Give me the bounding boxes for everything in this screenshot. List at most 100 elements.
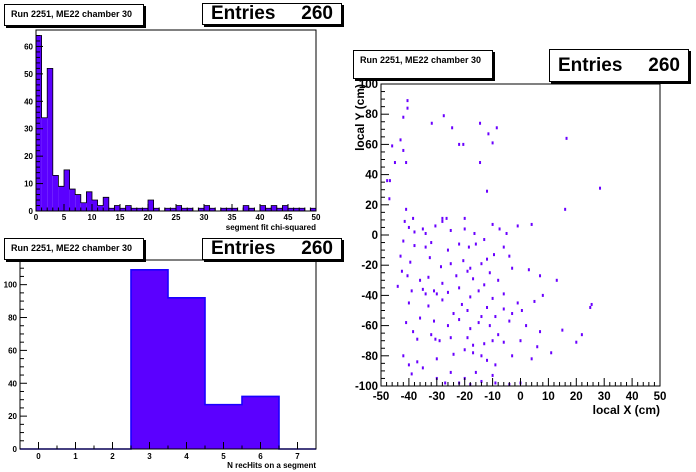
x-tick-label: 25 <box>172 213 181 222</box>
histogram-bar <box>97 205 104 211</box>
scatter-point <box>590 302 593 306</box>
y-tick-label: 20 <box>365 200 378 212</box>
x-tick-label: 4 <box>184 452 189 461</box>
y-tick-label: 0 <box>29 207 34 216</box>
scatter-point <box>533 299 536 303</box>
scatter-point <box>505 231 508 235</box>
x-tick-label: 50 <box>654 391 667 403</box>
scatter-point <box>463 216 466 220</box>
x-tick-label: -30 <box>428 391 445 403</box>
x-tick-label: 15 <box>116 213 125 222</box>
y-tick-label: 60 <box>24 42 33 51</box>
x-axis-label: segment fit chi-squared <box>226 223 316 232</box>
scatter-point <box>491 296 494 300</box>
y-tick-label: -20 <box>361 260 378 272</box>
scatter-point <box>416 337 419 341</box>
histogram-bar <box>75 194 81 211</box>
scatter-point <box>511 354 514 358</box>
scatter-point <box>442 114 445 118</box>
histogram-bar <box>114 205 120 211</box>
scatter-point <box>589 305 592 309</box>
scatter-point <box>561 328 564 332</box>
x-tick-label: 20 <box>570 391 583 403</box>
scatter-point <box>550 351 553 355</box>
scatter-point <box>402 239 405 243</box>
scatter-point <box>511 266 514 270</box>
scatter-point <box>406 274 409 278</box>
scatter-point <box>491 373 494 377</box>
x-tick-label: 3 <box>147 452 152 461</box>
scatter-point <box>466 269 469 273</box>
scatter-point <box>488 271 491 275</box>
stats-box: Entries 260 <box>202 3 342 25</box>
scatter-point <box>430 333 433 337</box>
scatter-point <box>421 287 424 291</box>
scatter-point <box>491 222 494 226</box>
scatter-point <box>469 266 472 270</box>
scatter-point <box>483 238 486 242</box>
scatter-point <box>403 219 406 223</box>
scatter-point <box>393 161 396 165</box>
histogram-bar <box>198 208 204 211</box>
scatter-point <box>474 242 477 246</box>
stats-entries-value: 260 <box>648 54 680 76</box>
scatter-point <box>430 241 433 245</box>
scatter-point <box>427 304 430 308</box>
scatter-point <box>539 274 542 278</box>
y-tick-label: 40 <box>24 97 33 106</box>
scatter-point <box>433 289 436 293</box>
scatter-point <box>446 290 449 294</box>
x-tick-label: 30 <box>200 213 209 222</box>
histogram-bar <box>220 208 227 211</box>
scatter-point <box>430 121 433 125</box>
histogram-outline <box>35 35 317 212</box>
scatter-point <box>386 179 389 183</box>
scatter-point <box>435 292 438 296</box>
scatter-point <box>441 219 444 223</box>
histogram-bar <box>64 169 70 211</box>
scatter-point <box>452 312 455 316</box>
scatter-point <box>474 370 477 374</box>
x-tick-label: -10 <box>484 391 501 403</box>
scatter-point <box>494 315 497 319</box>
stats-entries-label: Entries <box>558 54 623 76</box>
scatter-point <box>458 242 461 246</box>
histogram-bar <box>170 208 176 211</box>
y-tick-label: 20 <box>8 412 17 421</box>
scatter-point <box>477 321 480 325</box>
y-tick-label: -60 <box>361 321 378 333</box>
stats-box: Entries 260 <box>202 238 342 260</box>
scatter-point <box>498 227 501 231</box>
scatter-point <box>458 286 461 290</box>
scatter-point <box>463 227 466 231</box>
scatter-point <box>452 352 455 356</box>
scatter-point <box>421 227 424 231</box>
histogram-bar <box>204 205 210 211</box>
scatter-point <box>435 357 438 361</box>
histogram-bar <box>232 208 238 211</box>
y-tick-label: 40 <box>8 379 17 388</box>
scatter-point <box>424 245 427 249</box>
stats-entries-label: Entries <box>211 3 276 24</box>
scatter-point <box>502 245 505 249</box>
scatter-point <box>530 222 533 226</box>
histogram-bar <box>103 197 109 211</box>
scatter-point <box>407 301 410 305</box>
scatter-point <box>458 142 461 146</box>
scatter-point <box>479 121 482 125</box>
scatter-point <box>463 348 466 352</box>
scatter-point <box>508 254 511 258</box>
scatter-point <box>473 231 476 235</box>
scatter-point <box>508 319 511 323</box>
histogram-bar <box>226 208 232 211</box>
scatter-point <box>502 340 505 344</box>
stats-box: Entries 260 <box>549 49 689 82</box>
scatter-point <box>434 224 437 228</box>
scatter-point <box>487 132 490 136</box>
scatter-point <box>402 354 405 358</box>
scatter-point <box>477 289 480 293</box>
histogram-bar <box>187 208 193 211</box>
scatter-point <box>491 339 494 343</box>
scatter-point <box>530 357 533 361</box>
